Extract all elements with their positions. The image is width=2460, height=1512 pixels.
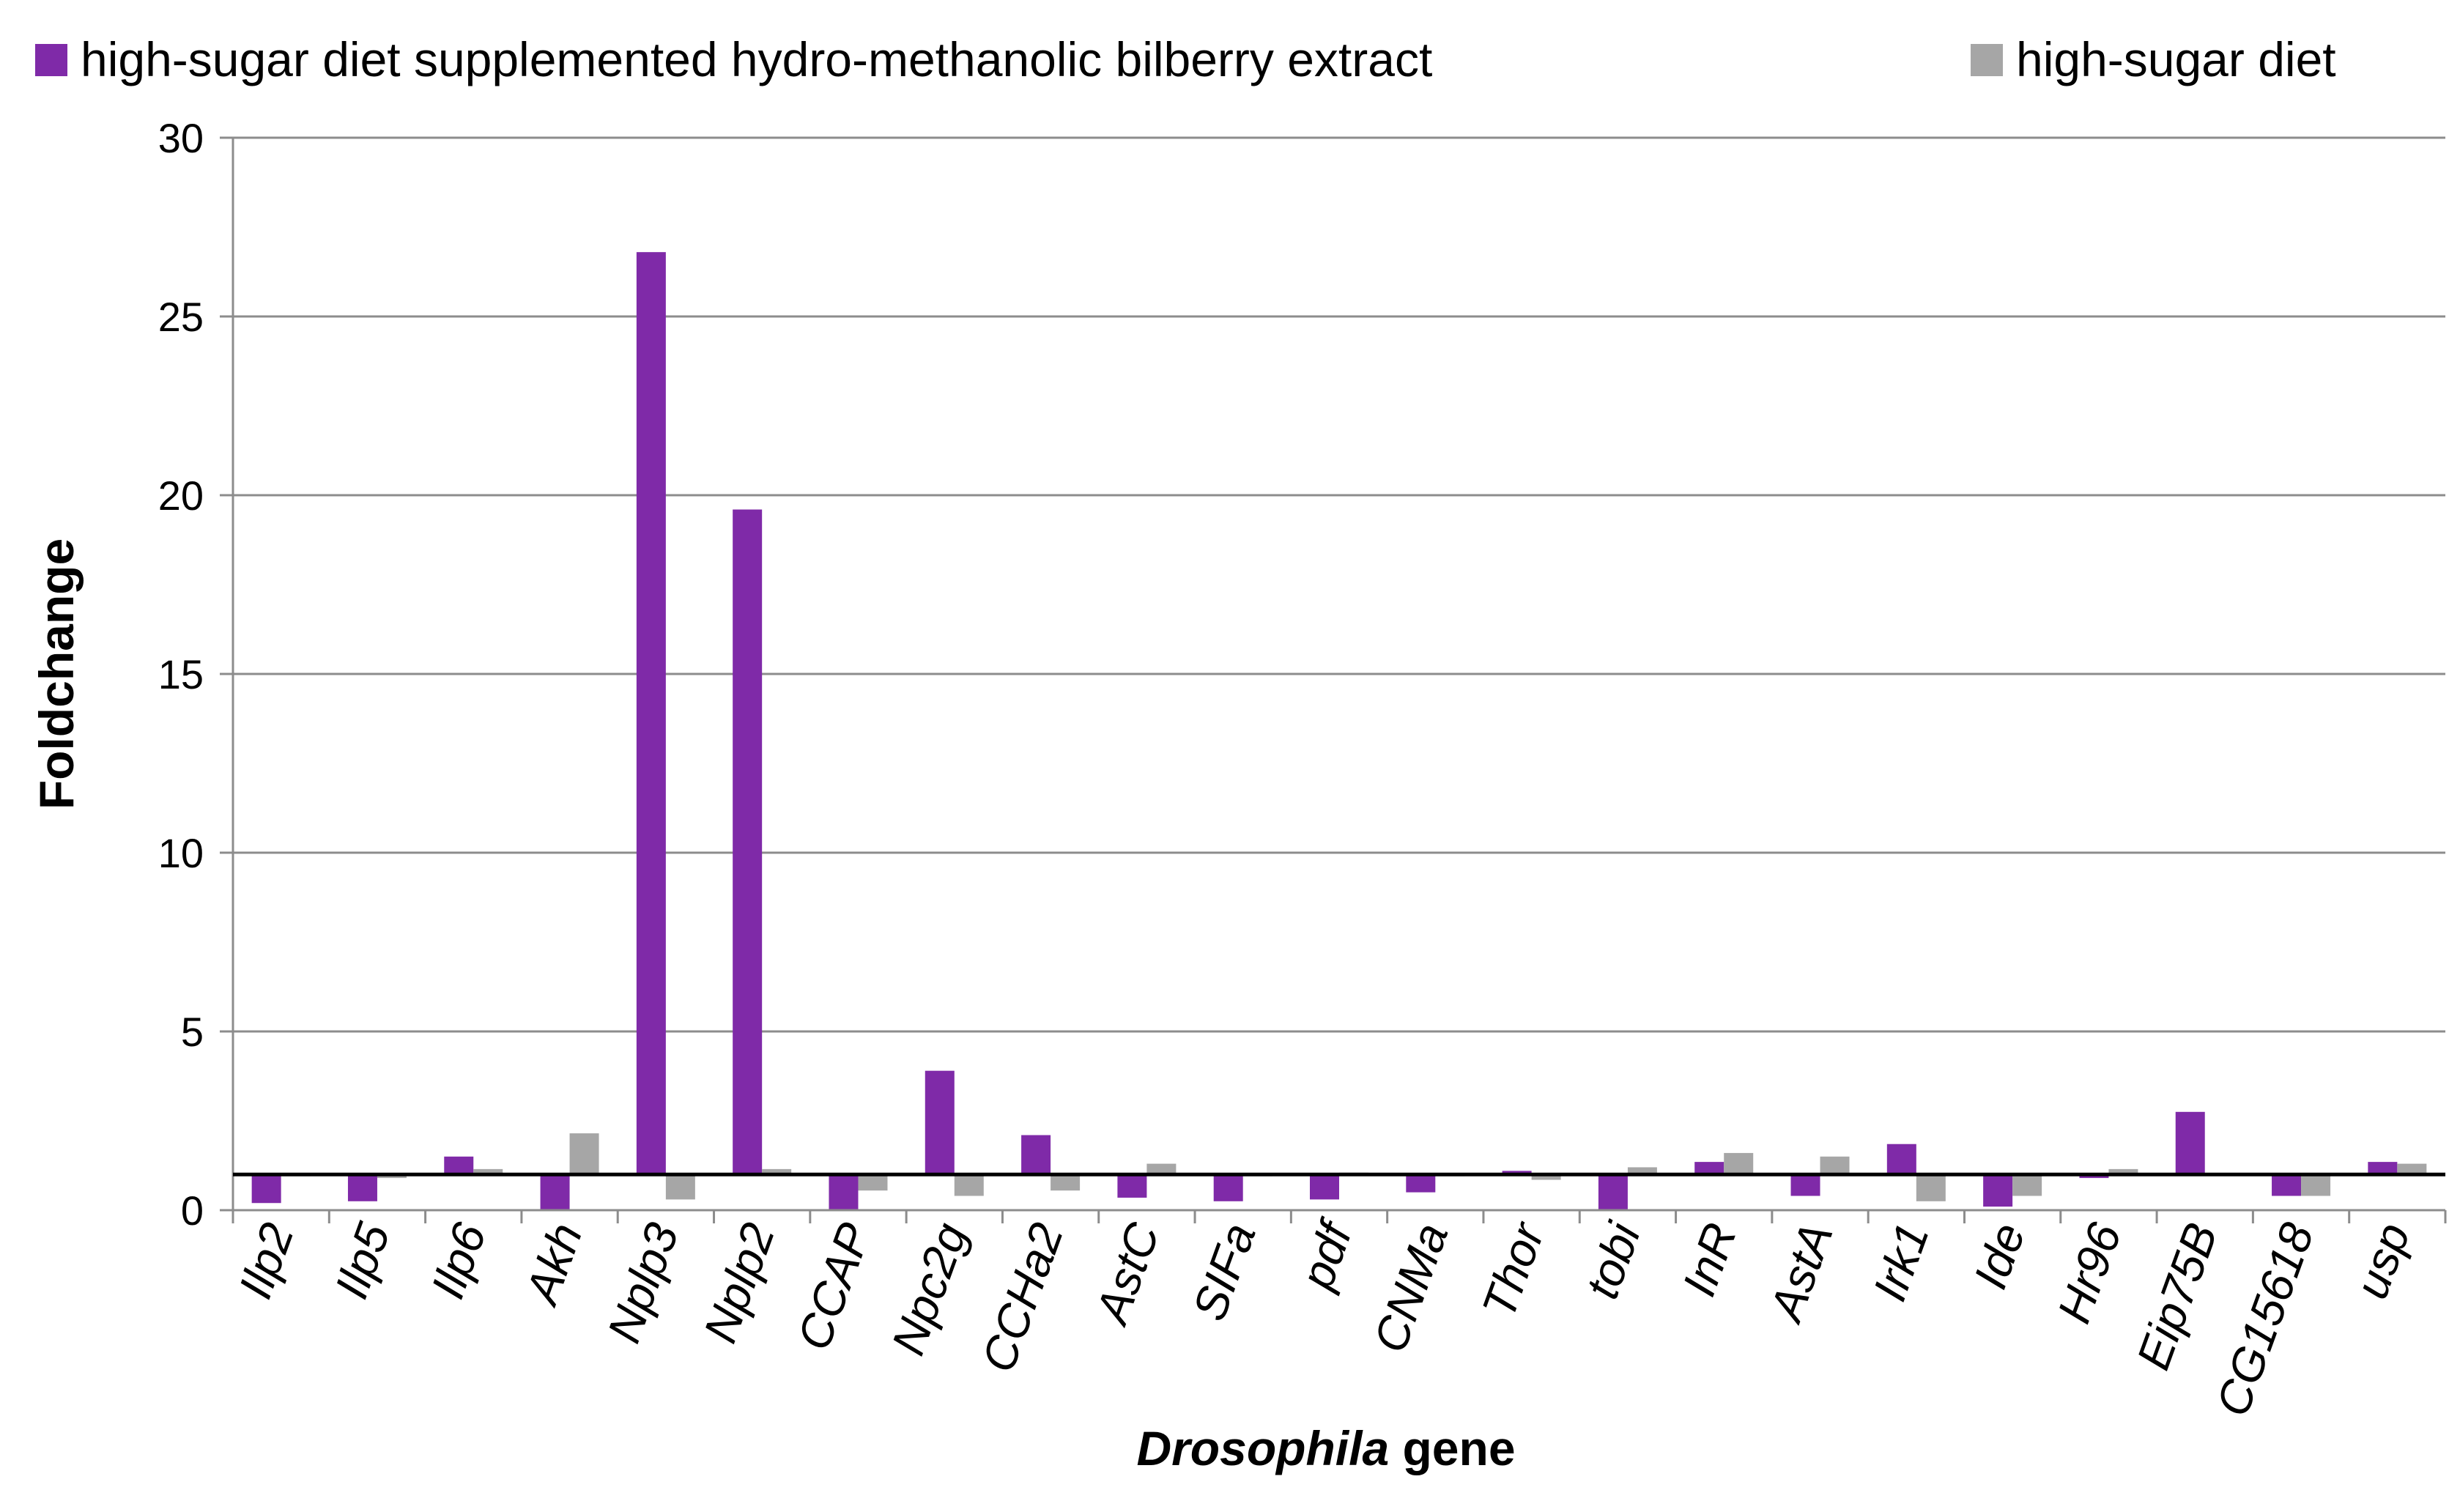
- x-tick-label: Ide: [1963, 1216, 2035, 1295]
- bar-bilberry-eip75b: [2175, 1111, 2205, 1175]
- gridlines: [233, 136, 2445, 1033]
- bar-high-sugar-irk1: [1916, 1174, 1946, 1201]
- legend-label-bilberry: high-sugar diet supplemented hydro-metha…: [81, 32, 1432, 86]
- x-tick-label: usp: [2345, 1216, 2420, 1305]
- bar-bilberry-asta: [1790, 1174, 1820, 1196]
- x-tick-label: Nplp3: [597, 1216, 689, 1349]
- x-tick-label: Irk1: [1863, 1216, 1939, 1308]
- y-tick-label: 5: [181, 1009, 204, 1055]
- bar-bilberry-sifa: [1213, 1174, 1243, 1201]
- bar-bilberry-ilp6: [444, 1156, 474, 1175]
- bar-high-sugar-nplp2: [762, 1168, 792, 1175]
- bar-high-sugar-tobi: [1627, 1167, 1657, 1175]
- x-tick-label: SIFa: [1182, 1216, 1266, 1327]
- x-tick-label: InR: [1672, 1216, 1747, 1302]
- x-axis-title-part: gene: [1389, 1421, 1515, 1475]
- x-tick-label: CCHa2: [971, 1216, 1073, 1379]
- x-tick-label: pdf: [1289, 1212, 1363, 1297]
- bar-bilberry-nplp2: [733, 509, 763, 1175]
- y-tick-label: 30: [158, 115, 204, 161]
- bar-high-sugar-npc2g: [954, 1174, 984, 1196]
- y-axis-title: Foldchange: [29, 538, 84, 809]
- x-tick-label: Ilp5: [325, 1216, 400, 1305]
- x-tick-label: Nplp2: [693, 1216, 785, 1349]
- bar-high-sugar-usp: [2397, 1163, 2427, 1175]
- bar-high-sugar-hr96: [2108, 1168, 2138, 1175]
- bar-high-sugar-asta: [1820, 1156, 1850, 1175]
- x-tick-label: Hr96: [2047, 1216, 2131, 1330]
- legend-swatch-bilberry: [35, 44, 67, 76]
- bars: [251, 252, 2427, 1210]
- bar-bilberry-ccap: [829, 1174, 859, 1210]
- axes: [220, 136, 2447, 1223]
- bar-high-sugar-astc: [1146, 1163, 1177, 1175]
- legend-swatch-high-sugar: [1971, 44, 2003, 76]
- bar-bilberry-akh: [540, 1174, 570, 1210]
- legend: high-sugar diet supplemented hydro-metha…: [35, 32, 2336, 86]
- x-tick-label: CNMa: [1363, 1216, 1459, 1359]
- bar-high-sugar-ilp6: [473, 1168, 503, 1175]
- bar-high-sugar-akh: [569, 1133, 599, 1175]
- bar-bilberry-nplp3: [636, 252, 666, 1175]
- y-tick-label: 0: [181, 1187, 204, 1234]
- bar-bilberry-irk1: [1886, 1144, 1916, 1175]
- bar-bilberry-cg15618: [2272, 1174, 2302, 1196]
- bar-bilberry-npc2g: [925, 1070, 955, 1175]
- x-tick-label: Thor: [1472, 1215, 1555, 1325]
- x-tick-label: AstA: [1758, 1216, 1842, 1330]
- y-tick-label: 15: [158, 651, 204, 697]
- bar-bilberry-ide: [1983, 1174, 2013, 1207]
- x-tick-label: CG15618: [2206, 1216, 2324, 1423]
- bar-high-sugar-thor: [1531, 1174, 1561, 1180]
- bar-bilberry-tobi: [1598, 1174, 1628, 1210]
- bar-bilberry-cnma: [1406, 1174, 1436, 1193]
- bar-bilberry-usp: [2368, 1162, 2398, 1175]
- x-tick-label: Ilp2: [229, 1216, 304, 1305]
- bar-high-sugar-cg15618: [2301, 1174, 2331, 1196]
- x-tick-label: Eip75B: [2127, 1216, 2228, 1376]
- bar-bilberry-ilp2: [251, 1174, 281, 1204]
- legend-label-high-sugar: high-sugar diet: [2016, 32, 2336, 86]
- bar-high-sugar-nplp3: [665, 1174, 695, 1200]
- y-tick-label: 25: [158, 294, 204, 340]
- x-tick-label: Akh: [514, 1216, 593, 1313]
- bar-high-sugar-ccha2: [1051, 1174, 1081, 1191]
- bar-high-sugar-inr: [1724, 1152, 1754, 1175]
- bar-bilberry-ilp5: [347, 1174, 377, 1201]
- y-tick-label: 20: [158, 472, 204, 519]
- bar-high-sugar-ccap: [858, 1174, 888, 1191]
- y-tick-label: 10: [158, 830, 204, 876]
- x-tick-label: Ilp6: [421, 1216, 496, 1305]
- x-axis-title-part: Drosophila: [1136, 1421, 1389, 1475]
- bar-bilberry-pdf: [1310, 1174, 1339, 1200]
- y-tick-labels: 0 5 10 15 20 25 30: [158, 115, 204, 1234]
- bar-bilberry-astc: [1117, 1174, 1147, 1198]
- x-axis-title: Drosophila gene: [1136, 1421, 1515, 1475]
- bar-bilberry-ccha2: [1021, 1135, 1051, 1175]
- bar-high-sugar-ide: [2012, 1174, 2042, 1196]
- x-tick-label: AstC: [1084, 1215, 1170, 1332]
- x-tick-label: tobi: [1575, 1215, 1651, 1305]
- bar-bilberry-inr: [1694, 1162, 1724, 1175]
- x-tick-label: Npc2g: [881, 1216, 977, 1362]
- x-tick-label: CCAP: [787, 1216, 881, 1357]
